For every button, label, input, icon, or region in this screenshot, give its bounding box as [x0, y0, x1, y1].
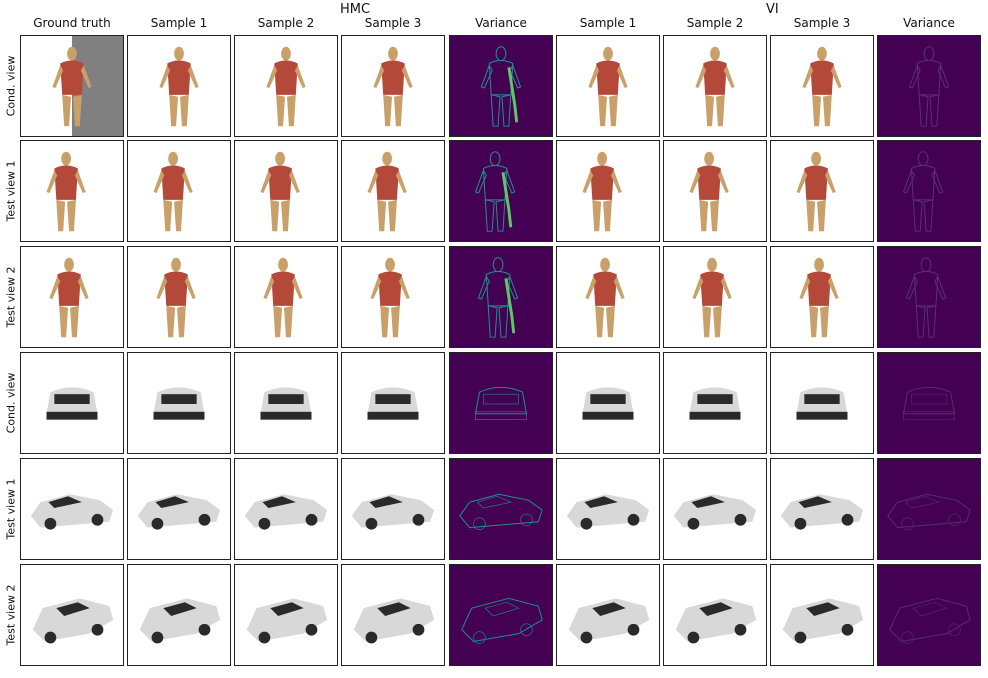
sample-image-r2-c6: [556, 140, 660, 242]
sample-image-r5-c1: [20, 458, 124, 560]
sample-image-r1-c1: [20, 35, 124, 137]
sample-image-r2-c4: [341, 140, 445, 242]
variance-image-r5-c5: [449, 458, 553, 560]
sample-image-r3-c2: [127, 246, 231, 348]
sample-image-r1-c7: [663, 35, 767, 137]
variance-image-r2-c5: [449, 140, 553, 242]
sample-image-r3-c8: [770, 246, 874, 348]
sample-image-r6-c1: [20, 564, 124, 666]
column-title-4: Sample 3: [364, 16, 422, 30]
sample-image-r5-c2: [127, 458, 231, 560]
sample-image-r2-c3: [234, 140, 338, 242]
sample-image-r2-c1: [20, 140, 124, 242]
sample-image-r3-c1: [20, 246, 124, 348]
row-label-5: Test view 1: [4, 478, 18, 540]
sample-image-r5-c6: [556, 458, 660, 560]
variance-image-r1-c5: [449, 35, 553, 137]
variance-image-r1-c9: [877, 35, 981, 137]
sample-image-r3-c4: [341, 246, 445, 348]
column-title-6: Sample 1: [579, 16, 637, 30]
column-title-1: Ground truth: [33, 16, 111, 30]
sample-image-r1-c2: [127, 35, 231, 137]
column-title-8: Sample 3: [793, 16, 851, 30]
sample-image-r5-c7: [663, 458, 767, 560]
variance-image-r3-c9: [877, 246, 981, 348]
sample-image-r2-c2: [127, 140, 231, 242]
sample-image-r4-c4: [341, 352, 445, 454]
group-title-hmc: HMC: [340, 2, 371, 17]
sample-image-r3-c7: [663, 246, 767, 348]
row-label-4: Cond. view: [4, 372, 18, 434]
sample-image-r2-c7: [663, 140, 767, 242]
variance-image-r2-c9: [877, 140, 981, 242]
sample-image-r6-c7: [663, 564, 767, 666]
sample-image-r4-c3: [234, 352, 338, 454]
column-title-7: Sample 2: [686, 16, 744, 30]
sample-image-r2-c8: [770, 140, 874, 242]
sample-image-r6-c2: [127, 564, 231, 666]
variance-image-r5-c9: [877, 458, 981, 560]
sample-image-r1-c8: [770, 35, 874, 137]
sample-image-r4-c7: [663, 352, 767, 454]
sample-image-r1-c6: [556, 35, 660, 137]
sample-image-r1-c3: [234, 35, 338, 137]
sample-image-r4-c6: [556, 352, 660, 454]
sample-image-r3-c3: [234, 246, 338, 348]
row-label-3: Test view 2: [4, 266, 18, 328]
sample-image-r4-c1: [20, 352, 124, 454]
row-label-1: Cond. view: [4, 55, 18, 117]
variance-image-r6-c9: [877, 564, 981, 666]
variance-image-r3-c5: [449, 246, 553, 348]
sample-image-r5-c3: [234, 458, 338, 560]
variance-image-r4-c5: [449, 352, 553, 454]
sample-image-r4-c2: [127, 352, 231, 454]
sample-image-r5-c4: [341, 458, 445, 560]
row-label-6: Test view 2: [4, 584, 18, 646]
column-title-5: Variance: [475, 16, 527, 30]
sample-image-r6-c6: [556, 564, 660, 666]
column-title-9: Variance: [903, 16, 955, 30]
column-title-3: Sample 2: [257, 16, 315, 30]
variance-image-r6-c5: [449, 564, 553, 666]
row-label-2: Test view 1: [4, 160, 18, 222]
sample-image-r4-c8: [770, 352, 874, 454]
sample-image-r5-c8: [770, 458, 874, 560]
sample-image-r3-c6: [556, 246, 660, 348]
column-title-2: Sample 1: [150, 16, 208, 30]
sample-image-r6-c4: [341, 564, 445, 666]
group-title-vi: VI: [766, 2, 779, 17]
sample-image-r6-c8: [770, 564, 874, 666]
sample-image-r1-c4: [341, 35, 445, 137]
sample-image-r6-c3: [234, 564, 338, 666]
variance-image-r4-c9: [877, 352, 981, 454]
